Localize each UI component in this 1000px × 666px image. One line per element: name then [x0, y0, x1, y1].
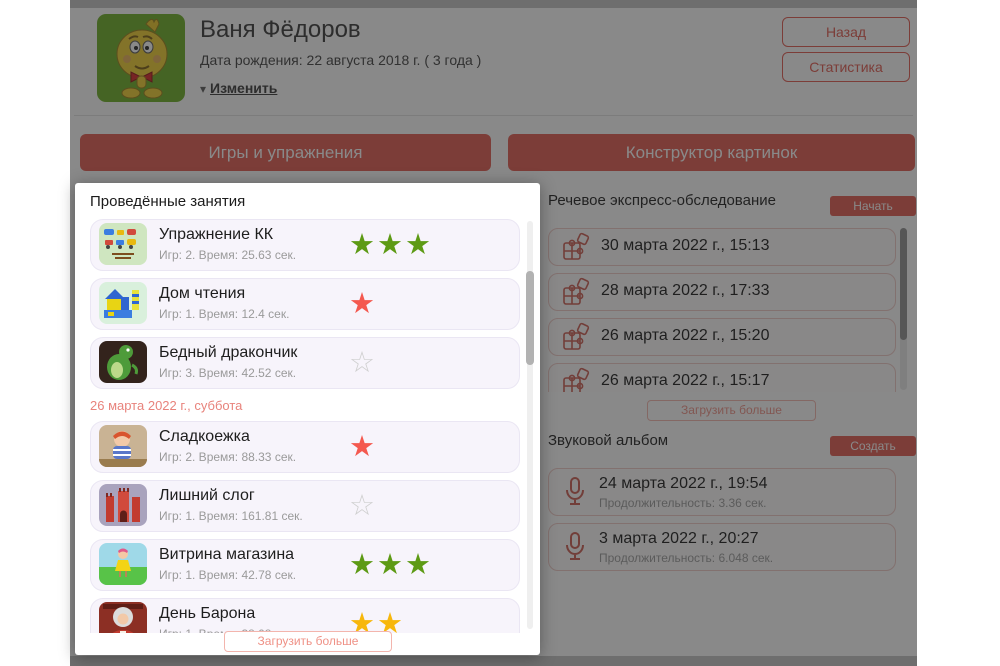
session-title: Дом чтения	[159, 285, 246, 302]
session-title: День Барона	[159, 605, 256, 622]
sessions-list: Упражнение КК Игр: 2. Время: 25.63 сек. …	[90, 219, 520, 633]
sessions-scrollbar-thumb[interactable]	[526, 271, 534, 365]
session-stats: Игр: 1. Время: 12.4 сек.	[159, 307, 290, 321]
session-item[interactable]: День Барона Игр: 1. Время: 38.08 сек. ★★	[90, 598, 520, 633]
sessions-modal-title: Проведённые занятия	[90, 193, 246, 210]
session-stars: ★★★	[349, 549, 433, 581]
session-stats: Игр: 2. Время: 25.63 сек.	[159, 248, 297, 262]
session-stars: ☆	[349, 347, 377, 379]
session-title: Упражнение КК	[159, 226, 274, 243]
session-stars: ☆	[349, 490, 377, 522]
session-stats: Игр: 2. Время: 88.33 сек.	[159, 450, 297, 464]
session-stats: Игр: 1. Время: 38.08 сек.	[159, 627, 296, 633]
session-thumbnail	[99, 484, 147, 526]
session-item[interactable]: Бедный дракончик Игр: 3. Время: 42.52 се…	[90, 337, 520, 389]
session-stats: Игр: 1. Время: 42.78 сек.	[159, 568, 297, 582]
session-stars: ★★★	[349, 229, 433, 261]
session-title: Сладкоежка	[159, 428, 250, 445]
session-stars: ★	[349, 431, 377, 463]
sessions-modal: Проведённые занятия Упражнение КК Игр: 2…	[75, 183, 540, 655]
session-thumbnail	[99, 425, 147, 467]
session-item[interactable]: Лишний слог Игр: 1. Время: 161.81 сек. ☆	[90, 480, 520, 532]
session-stars: ★	[349, 288, 377, 320]
session-item[interactable]: Упражнение КК Игр: 2. Время: 25.63 сек. …	[90, 219, 520, 271]
session-thumbnail	[99, 543, 147, 585]
session-item[interactable]: Дом чтения Игр: 1. Время: 12.4 сек. ★	[90, 278, 520, 330]
sessions-load-more-button[interactable]: Загрузить больше	[224, 631, 392, 652]
session-thumbnail	[99, 282, 147, 324]
session-item[interactable]: Витрина магазина Игр: 1. Время: 42.78 се…	[90, 539, 520, 591]
session-stars: ★★	[349, 608, 405, 633]
session-title: Витрина магазина	[159, 546, 295, 563]
session-thumbnail	[99, 602, 147, 633]
session-stats: Игр: 1. Время: 161.81 сек.	[159, 509, 303, 523]
session-thumbnail	[99, 341, 147, 383]
sessions-scrollbar[interactable]	[526, 221, 534, 629]
date-separator: 26 марта 2022 г., суббота	[90, 398, 243, 413]
session-thumbnail	[99, 223, 147, 265]
session-item[interactable]: Сладкоежка Игр: 2. Время: 88.33 сек. ★	[90, 421, 520, 473]
session-title: Бедный дракончик	[159, 344, 298, 361]
session-stats: Игр: 3. Время: 42.52 сек.	[159, 366, 297, 380]
session-title: Лишний слог	[159, 487, 255, 504]
